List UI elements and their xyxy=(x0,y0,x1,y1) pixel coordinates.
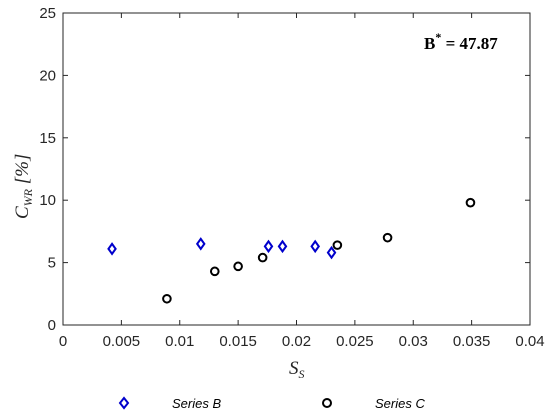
series-c xyxy=(162,197,476,304)
legend-label-series-b: Series B xyxy=(172,396,221,411)
data-point-circle xyxy=(209,266,220,277)
data-point-circle xyxy=(257,252,268,263)
data-point-diamond xyxy=(277,239,288,254)
annotation-sup: * xyxy=(435,30,441,44)
x-tick-label: 0.005 xyxy=(103,333,141,350)
y-tick-label: 5 xyxy=(48,255,56,272)
data-point-circle xyxy=(465,197,476,208)
y-axis-label: CWR [%] xyxy=(12,154,35,219)
y-tick-label: 0 xyxy=(48,317,56,334)
y-axis-label-sub: WR xyxy=(21,188,35,206)
x-tick-label: 0.02 xyxy=(282,333,311,350)
series-b xyxy=(107,237,337,260)
data-point-circle xyxy=(233,261,243,272)
x-tick-label: 0 xyxy=(59,333,67,350)
y-tick-label: 20 xyxy=(39,67,56,84)
y-axis-ticks: 0 5 10 15 20 25 xyxy=(39,5,530,334)
y-tick-label: 25 xyxy=(39,5,56,22)
legend-item-series-c: Series C xyxy=(322,396,425,411)
x-tick-label: 0.04 xyxy=(515,333,544,350)
annotation-value: = 47.87 xyxy=(441,34,498,53)
x-axis-label: SS xyxy=(289,358,305,381)
data-point-diamond xyxy=(107,242,117,256)
data-point-diamond xyxy=(195,237,206,251)
data-point-circle xyxy=(162,293,172,304)
data-point-diamond xyxy=(326,245,337,260)
x-tick-label: 0.025 xyxy=(336,333,374,350)
y-tick-label: 15 xyxy=(39,130,56,147)
y-axis-label-suffix: [%] xyxy=(12,154,33,189)
legend-item-series-b: Series B xyxy=(118,396,221,411)
x-axis-label-main: S xyxy=(289,358,299,379)
x-tick-label: 0.03 xyxy=(399,333,428,350)
data-point-circle xyxy=(332,240,343,250)
data-point-circle xyxy=(382,232,393,243)
data-points xyxy=(107,197,476,304)
annotation: B* = 47.87 xyxy=(424,30,498,53)
y-tick-label: 10 xyxy=(39,192,56,209)
x-axis-ticks: 0 0.005 0.01 0.015 0.02 0.025 0.03 0.035 0.04 xyxy=(59,13,545,350)
legend-label-series-c: Series C xyxy=(375,396,425,411)
x-tick-label: 0.01 xyxy=(165,333,194,350)
legend: Series B Series C xyxy=(118,396,425,411)
y-axis-label-main: C xyxy=(12,206,33,219)
data-point-diamond xyxy=(263,239,274,254)
data-point-diamond xyxy=(310,239,321,254)
legend-marker-diamond xyxy=(118,396,130,410)
x-tick-label: 0.035 xyxy=(453,333,491,350)
annotation-base: B xyxy=(424,34,435,53)
x-tick-label: 0.015 xyxy=(219,333,257,350)
x-axis-label-sub: S xyxy=(299,367,305,381)
plot-area xyxy=(62,12,531,326)
legend-marker-circle xyxy=(322,398,332,408)
